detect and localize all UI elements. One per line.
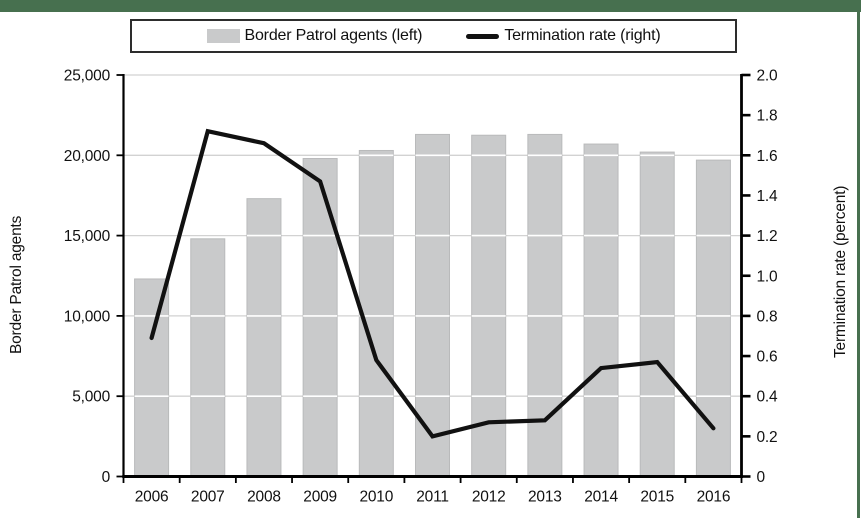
legend: Border Patrol agents (left) Termination …: [130, 19, 737, 53]
right-axis-tick-label: 1.8: [757, 108, 778, 125]
x-tick-label-2015: 2015: [640, 489, 674, 506]
legend-label-agents: Border Patrol agents (left): [244, 27, 423, 44]
x-tick-label-2013: 2013: [528, 489, 562, 506]
legend-item-border-patrol-agents: Border Patrol agents (left): [206, 27, 423, 45]
bar-2008: [246, 198, 282, 478]
x-tick-label-2011: 2011: [416, 489, 449, 506]
x-tick-label-2007: 2007: [191, 489, 225, 506]
legend-item-termination-rate: Termination rate (right): [466, 27, 661, 45]
left-axis-tick-label: 5,000: [72, 389, 110, 406]
top-green-bar: [0, 0, 861, 12]
right-axis-tick-label: 0.8: [757, 308, 778, 325]
x-tick-label-2006: 2006: [135, 489, 169, 506]
right-axis-tick-label: 1.4: [757, 188, 779, 205]
left-axis-tick-label: 20,000: [64, 148, 111, 165]
left-axis-tick-label: 15,000: [64, 228, 111, 245]
x-tick-label-2014: 2014: [584, 489, 618, 506]
left-axis-tick-label: 0: [102, 469, 111, 486]
bar-2015: [639, 151, 675, 477]
right-axis-tick-label: 0.4: [757, 389, 779, 406]
bar-2014: [583, 143, 619, 477]
x-tick-label-2009: 2009: [303, 489, 337, 506]
line-swatch-icon: [466, 33, 500, 39]
right-axis-tick-label: 0.2: [757, 429, 778, 446]
right-green-border: [857, 0, 860, 518]
bar-2013: [527, 133, 563, 477]
right-axis-tick-label: 0: [757, 469, 766, 486]
bar-2006: [134, 278, 170, 477]
right-axis-tick-label: 2.0: [757, 68, 779, 85]
left-axis-tick-label: 10,000: [64, 308, 111, 325]
bar-2007: [190, 238, 226, 477]
right-axis-tick-label: 0.6: [757, 349, 778, 366]
x-tick-label-2016: 2016: [697, 489, 731, 506]
right-axis-tick-label: 1.2: [757, 228, 778, 245]
bar-2011: [415, 133, 450, 477]
legend-label-termination-rate: Termination rate (right): [504, 27, 661, 44]
left-axis-tick-label: 25,000: [64, 68, 111, 85]
termination-rate-line: [149, 128, 716, 439]
bar-2016: [695, 159, 731, 477]
right-axis-tick-label: 1.0: [757, 268, 779, 285]
right-axis-tick-label: 1.6: [757, 148, 778, 165]
bar-swatch-icon: [206, 29, 240, 43]
bar-2010: [358, 149, 394, 477]
x-tick-label-2012: 2012: [472, 489, 506, 506]
bar-2012: [471, 134, 507, 477]
x-tick-label-2010: 2010: [359, 489, 393, 506]
x-tick-label-2008: 2008: [247, 489, 281, 506]
bar-2009: [302, 158, 338, 477]
